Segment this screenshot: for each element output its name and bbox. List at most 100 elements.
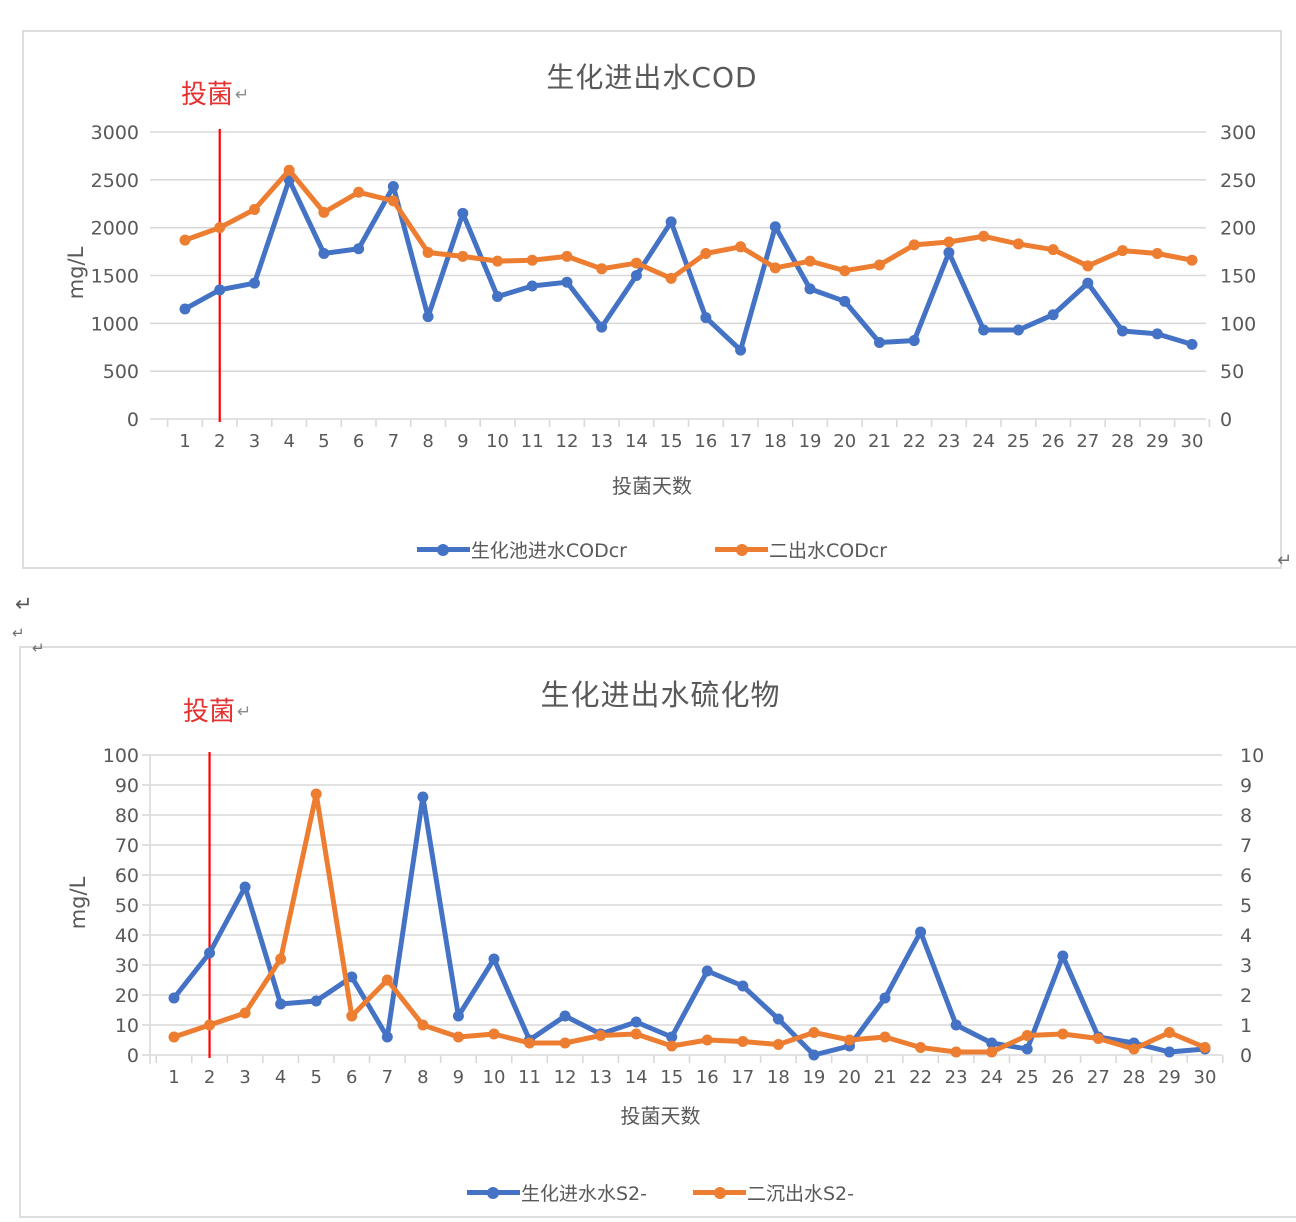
svg-text:10: 10 [486,431,509,452]
svg-text:19: 19 [799,431,822,452]
svg-text:1: 1 [179,431,190,452]
sulfide-chart-title: 生化进出水硫化物 [540,678,781,712]
svg-text:26: 26 [1051,1067,1074,1088]
svg-text:0: 0 [1220,409,1232,431]
svg-text:70: 70 [115,835,139,857]
svg-text:16: 16 [696,1067,719,1088]
svg-text:24: 24 [972,431,995,452]
svg-text:8: 8 [422,431,433,452]
svg-text:15: 15 [660,431,683,452]
svg-text:3: 3 [239,1067,250,1088]
svg-text:11: 11 [521,431,544,452]
gridlines [150,131,1211,427]
svg-text:12: 12 [556,431,579,452]
svg-text:7: 7 [388,431,399,452]
svg-text:17: 17 [731,1067,754,1088]
svg-text:9: 9 [1240,775,1252,797]
svg-text:2: 2 [1240,985,1252,1007]
svg-text:1000: 1000 [91,313,139,335]
svg-text:2: 2 [214,431,225,452]
legend-label-outlet-cod: 二出水CODcr [769,540,888,562]
svg-text:20: 20 [838,1067,861,1088]
svg-text:60: 60 [115,865,139,887]
dosing-annotation: 投菌 ↵ [181,74,249,111]
cod-chart-image[interactable]: 3000 300 2500 250 2000 200 1500 150 1000 100 500 50… [22,30,1282,569]
y-axis-title: mg/L [64,246,88,300]
svg-text:300: 300 [1220,122,1256,144]
svg-text:8: 8 [1240,805,1252,827]
paragraph-mark-icon: ↵ [237,702,252,722]
svg-text:4: 4 [275,1067,286,1088]
orange-line-marker-icon [715,543,768,556]
svg-text:14: 14 [625,1067,648,1088]
svg-text:7: 7 [1240,835,1252,857]
svg-text:30: 30 [1194,1067,1217,1088]
svg-text:2: 2 [204,1067,215,1088]
svg-text:28: 28 [1122,1067,1145,1088]
series-二出水CODcr [179,164,1198,284]
paragraph-mark-icon: ↵ [1277,550,1293,571]
svg-text:17: 17 [729,431,752,452]
blue-dot-icon [437,543,450,556]
series-二沉出水S2- [168,788,1211,1058]
sulfide-chart-image[interactable]: 100 10 90 9 80 8 70 7 60 6 50 5 40 4 30 3 20 2 10 1 0 0 1 2 3 4 5 6… [19,646,1296,1218]
svg-text:22: 22 [903,431,926,452]
legend-item-inlet-s2: 生化进水水S2- [466,1179,647,1206]
svg-text:18: 18 [764,431,787,452]
svg-text:10: 10 [1240,745,1264,767]
svg-text:25: 25 [1016,1067,1039,1088]
svg-text:19: 19 [802,1067,825,1088]
svg-text:40: 40 [115,925,139,947]
svg-text:6: 6 [1240,865,1252,887]
svg-text:18: 18 [767,1067,790,1088]
svg-text:5: 5 [310,1067,321,1088]
svg-text:25: 25 [1007,431,1030,452]
dosing-annotation-label: 投菌 [181,80,234,110]
cod-chart-title: 生化进出水COD [546,61,758,94]
svg-text:23: 23 [945,1067,968,1088]
svg-text:90: 90 [115,775,139,797]
svg-text:0: 0 [1240,1045,1252,1067]
svg-text:6: 6 [353,431,364,452]
svg-text:16: 16 [694,431,717,452]
svg-text:7: 7 [382,1067,393,1088]
svg-text:2000: 2000 [91,218,139,240]
svg-text:15: 15 [660,1067,683,1088]
legend-label-inlet-cod: 生化池进水CODcr [470,540,627,562]
svg-text:14: 14 [625,431,648,452]
svg-text:24: 24 [980,1067,1003,1088]
blue-dot-icon [487,1186,500,1199]
svg-text:13: 13 [589,1067,612,1088]
sulfide-legend: 生化进水水S2- 二沉出水S2- [21,1179,1296,1206]
svg-text:29: 29 [1158,1067,1181,1088]
svg-text:26: 26 [1042,431,1065,452]
svg-text:23: 23 [937,431,960,452]
svg-text:21: 21 [874,1067,897,1088]
legend-label-outlet-s2: 二沉出水S2- [747,1183,855,1205]
series-生化池进水CODcr [179,174,1198,356]
svg-text:250: 250 [1220,170,1256,192]
svg-text:27: 27 [1076,431,1099,452]
svg-text:5: 5 [1240,895,1252,917]
svg-text:80: 80 [115,805,139,827]
svg-text:500: 500 [103,361,139,383]
svg-text:9: 9 [457,431,468,452]
svg-text:8: 8 [417,1067,428,1088]
svg-text:1: 1 [1240,1015,1252,1037]
svg-text:50: 50 [115,895,139,917]
paragraph-mark-icon: ↵ [15,592,33,616]
legend-item-outlet-s2: 二沉出水S2- [693,1179,854,1206]
legend-item-inlet-cod: 生化池进水CODcr [416,536,627,563]
svg-text:3: 3 [1240,955,1252,977]
legend-label-inlet-s2: 生化进水水S2- [520,1183,647,1205]
paragraph-mark-icon: ↵ [12,624,25,642]
svg-text:100: 100 [103,745,139,767]
cod-legend: 生化池进水CODcr 二出水CODcr [24,536,1280,563]
dosing-annotation-label: 投菌 [183,697,236,727]
blue-line-marker-icon [416,543,470,556]
paragraph-mark-icon: ↵ [235,85,250,105]
svg-text:0: 0 [127,1045,139,1067]
legend-item-outlet-cod: 二出水CODcr [715,536,887,563]
